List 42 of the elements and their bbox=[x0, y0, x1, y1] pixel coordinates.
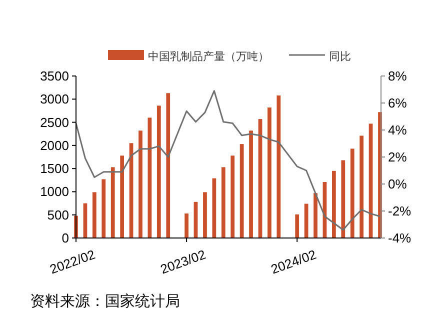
y-tick-label: 1000 bbox=[40, 184, 69, 200]
y2-tick-label: 0% bbox=[388, 176, 408, 192]
bar bbox=[221, 167, 226, 238]
bar bbox=[350, 148, 354, 238]
bar bbox=[268, 107, 272, 238]
bar bbox=[203, 192, 207, 238]
y-tick-label: 1500 bbox=[40, 161, 69, 176]
y-tick-label: 2500 bbox=[40, 114, 69, 130]
bar bbox=[102, 179, 106, 238]
bar bbox=[184, 213, 188, 238]
bar bbox=[166, 93, 170, 238]
y2-tick-label: -4% bbox=[388, 230, 412, 246]
bar bbox=[138, 130, 142, 238]
y-tick-label: 500 bbox=[47, 207, 69, 222]
y2-tick-label: -2% bbox=[388, 204, 412, 218]
bar bbox=[332, 170, 336, 238]
legend-label: 中国乳制品产量（万吨） bbox=[148, 50, 269, 63]
y2-tick-label: 2% bbox=[388, 150, 408, 164]
y-tick-label: 0 bbox=[62, 230, 69, 246]
bar bbox=[240, 144, 244, 238]
bar bbox=[212, 178, 216, 238]
y2-tick-label: 4% bbox=[388, 122, 408, 138]
bar bbox=[249, 130, 253, 238]
bar bbox=[341, 160, 346, 238]
bar bbox=[230, 156, 235, 238]
y2-tick-label: 6% bbox=[388, 96, 408, 110]
bar bbox=[110, 167, 115, 238]
bar bbox=[120, 156, 124, 238]
y2-tick-label: 8% bbox=[388, 68, 408, 84]
bar bbox=[304, 204, 308, 238]
y-tick-label: 3000 bbox=[40, 92, 69, 107]
y-tick-label: 2000 bbox=[40, 138, 69, 153]
bar bbox=[360, 136, 364, 238]
y-tick-label: 3500 bbox=[40, 68, 69, 84]
line-series bbox=[75, 90, 381, 231]
bar bbox=[295, 214, 300, 238]
bar bbox=[92, 192, 96, 238]
bar bbox=[314, 193, 318, 238]
legend-label: 同比 bbox=[329, 50, 351, 63]
text: 资料来源：国家统计局 bbox=[30, 293, 180, 310]
bar bbox=[156, 106, 161, 238]
bar bbox=[276, 95, 281, 238]
